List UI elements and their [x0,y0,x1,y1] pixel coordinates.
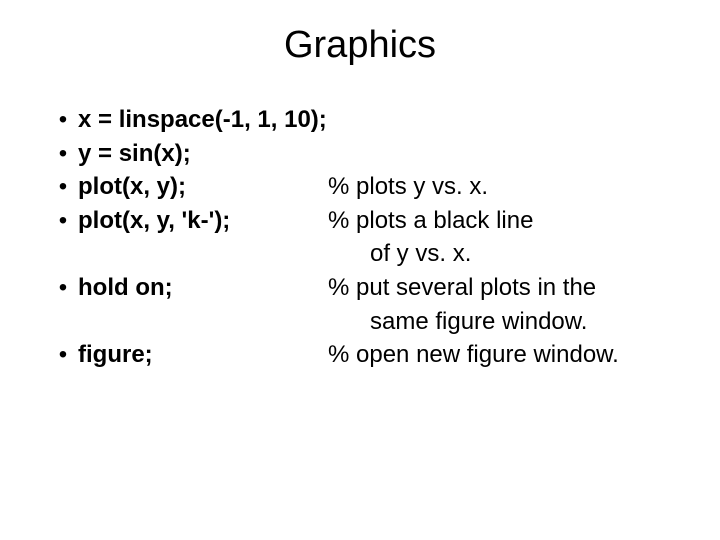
command-text: figure; [78,338,328,372]
comment-text: % plots y vs. x. [328,170,672,204]
continuation-row: of y vs. x. [48,237,672,271]
command-text: plot(x, y); [78,170,328,204]
command-text: x = linspace(-1, 1, 10); [78,103,328,137]
command-text: hold on; [78,271,328,305]
slide-content: • x = linspace(-1, 1, 10); • y = sin(x);… [48,103,672,372]
continuation-row: same figure window. [48,305,672,339]
bullet-icon: • [48,103,78,137]
bullet-row: • x = linspace(-1, 1, 10); [48,103,672,137]
comment-text: % open new figure window. [328,338,672,372]
bullet-row: • y = sin(x); [48,137,672,171]
indent-spacer [48,237,328,271]
bullet-icon: • [48,170,78,204]
bullet-row: • plot(x, y, 'k-'); % plots a black line [48,204,672,238]
bullet-icon: • [48,204,78,238]
slide-title: Graphics [48,24,672,67]
bullet-icon: • [48,271,78,305]
indent-spacer [48,305,328,339]
bullet-row: • hold on; % put several plots in the [48,271,672,305]
continuation-text: same figure window. [328,305,672,339]
bullet-row: • plot(x, y); % plots y vs. x. [48,170,672,204]
comment-text: % put several plots in the [328,271,672,305]
bullet-icon: • [48,338,78,372]
comment-text: % plots a black line [328,204,672,238]
continuation-text: of y vs. x. [328,237,672,271]
slide: Graphics • x = linspace(-1, 1, 10); • y … [0,0,720,540]
command-text: plot(x, y, 'k-'); [78,204,328,238]
bullet-icon: • [48,137,78,171]
bullet-row: • figure; % open new figure window. [48,338,672,372]
command-text: y = sin(x); [78,137,328,171]
